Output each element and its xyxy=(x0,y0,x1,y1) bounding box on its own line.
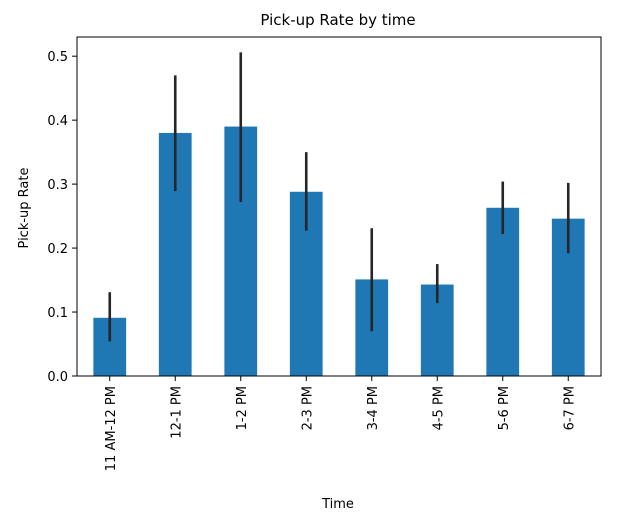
x-tick-label: 11 AM-12 PM xyxy=(104,386,119,471)
y-tick-label: 0.5 xyxy=(47,50,68,65)
plot-frame xyxy=(76,36,602,377)
bar xyxy=(486,207,520,376)
bars-layer xyxy=(93,126,585,376)
y-axis-title: Pick-up Rate xyxy=(17,168,32,249)
x-tick-label: 12-1 PM xyxy=(169,386,184,439)
x-tick-label: 4-5 PM xyxy=(431,386,446,430)
x-tick-label: 6-7 PM xyxy=(562,386,577,430)
x-tick-label: 2-3 PM xyxy=(300,386,315,430)
errorbars-layer xyxy=(108,52,570,342)
x-tick-label: 1-2 PM xyxy=(235,386,250,430)
y-tick-label: 0.3 xyxy=(47,178,68,193)
y-tick-label: 0.1 xyxy=(47,306,68,321)
chart-title: Pick-up Rate by time xyxy=(260,11,415,29)
x-axis: 11 AM-12 PM 12-1 PM 1-2 PM 2-3 PM 3-4 PM 4-5 … xyxy=(104,376,577,471)
x-axis-title: Time xyxy=(321,497,354,512)
y-tick-label: 0.2 xyxy=(47,242,68,257)
y-axis: 0.0 0.1 0.2 0.3 0.4 0.5 xyxy=(47,50,77,385)
y-tick-label: 0.0 xyxy=(47,370,68,385)
y-tick-label: 0.4 xyxy=(47,114,68,129)
x-tick-label: 3-4 PM xyxy=(366,386,381,430)
x-tick-label: 5-6 PM xyxy=(497,386,512,430)
